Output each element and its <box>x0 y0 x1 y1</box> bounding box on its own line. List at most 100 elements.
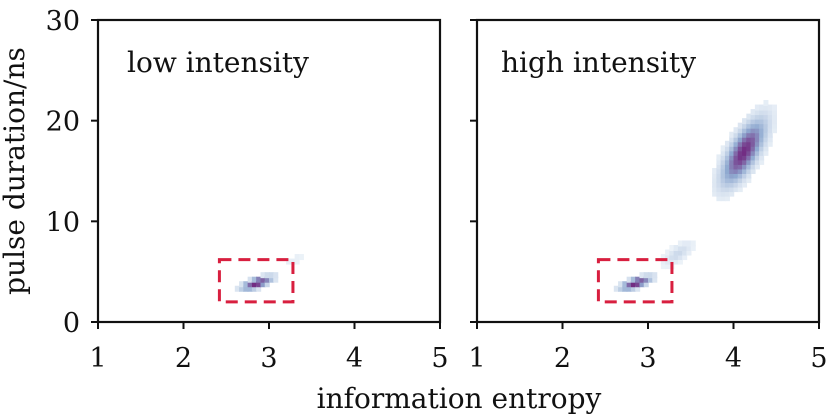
heatmap-cell <box>754 109 760 116</box>
heatmap-cell <box>746 131 752 138</box>
heatmap-cell <box>716 181 722 188</box>
heatmap-cell <box>630 276 636 283</box>
x-tick-labels-right: 1 2 3 4 5 <box>468 343 827 374</box>
heatmap-cell <box>686 244 692 251</box>
heatmap-cell <box>737 145 743 152</box>
x-tick-label: 5 <box>810 343 827 374</box>
heatmap-cell <box>746 136 752 143</box>
heatmap-cell <box>712 181 718 188</box>
heatmap-cell <box>763 118 769 125</box>
heatmap-cell <box>763 136 769 143</box>
heatmap-cell <box>256 285 262 292</box>
heatmap-cell <box>742 131 748 138</box>
heatmap-cell <box>746 154 752 161</box>
heatmap-cell <box>737 186 743 193</box>
heatmap-cell <box>626 276 632 283</box>
y-axis-label: pulse duration/ns <box>0 47 31 295</box>
x-ticks-left <box>97 322 441 329</box>
heatmap-cell <box>729 136 735 143</box>
heatmap-cell <box>750 145 756 152</box>
heatmap-cell <box>754 127 760 134</box>
heatmap-cell <box>733 167 739 174</box>
heatmap-cell <box>759 109 765 116</box>
heatmap-cell <box>712 177 718 184</box>
heatmap-cell <box>724 149 730 156</box>
heatmap-cell <box>639 281 645 288</box>
heatmap-cell <box>669 254 675 261</box>
panel-low-intensity: low intensity <box>96 18 442 324</box>
heatmap-cell <box>294 254 300 261</box>
heatmap-cell <box>733 136 739 143</box>
heatmap-cell <box>742 136 748 143</box>
heatmap-cell <box>712 167 718 174</box>
heatmap-cell <box>733 172 739 179</box>
heatmap-cell <box>763 140 769 147</box>
heatmap-cell <box>767 113 773 120</box>
heatmap-cell <box>720 195 726 202</box>
heatmap-cell <box>626 285 632 292</box>
heatmap-cell <box>750 136 756 143</box>
heatmap-cell <box>729 140 735 147</box>
heatmap-cell <box>742 158 748 165</box>
heatmap-cell <box>724 186 730 193</box>
x-axis-right: 1 2 3 4 5 <box>468 322 828 374</box>
heatmap-cell <box>720 158 726 165</box>
heatmap-cell <box>622 281 628 288</box>
heatmap-cell <box>639 272 645 279</box>
heatmap-cell <box>720 172 726 179</box>
heatmap-cell <box>724 181 730 188</box>
heatmap-cell <box>618 281 624 288</box>
heatmap-cell <box>251 276 257 283</box>
heatmap-cell <box>759 136 765 143</box>
heatmap-cell <box>737 158 743 165</box>
heatmap-cell <box>742 172 748 179</box>
x-tick-label: 1 <box>89 343 106 374</box>
panel-title-high: high intensity <box>501 46 696 79</box>
heatmap-cell <box>251 285 257 292</box>
heatmap-cell <box>746 113 752 120</box>
heatmap-cell <box>759 127 765 134</box>
heatmap-cell <box>763 127 769 134</box>
x-ticks-right <box>476 322 820 329</box>
heatmap-cell <box>729 163 735 170</box>
heatmap-cell <box>618 285 624 292</box>
heatmap-cell <box>750 167 756 174</box>
plot-frame-low <box>96 18 442 324</box>
heatmap-cell <box>759 118 765 125</box>
heatmap-cell <box>712 190 718 197</box>
heatmap-cell <box>737 167 743 174</box>
heatmap-cell <box>643 272 649 279</box>
heatmap-cell <box>652 272 658 279</box>
heatmap-cell <box>733 158 739 165</box>
heatmap-cell <box>750 163 756 170</box>
heatmap-cell <box>754 136 760 143</box>
heatmap-cell <box>673 254 679 261</box>
heatmap-cell <box>767 140 773 147</box>
heatmap-cell <box>763 145 769 152</box>
heatmap-cell <box>613 285 619 292</box>
heatmap-cell <box>737 131 743 138</box>
heatmap-cell <box>643 281 649 288</box>
heatmap-cell <box>750 154 756 161</box>
heatmap-cell <box>771 104 777 111</box>
heatmap-cell <box>759 113 765 120</box>
heatmap-high <box>613 100 777 292</box>
heatmap-cell <box>763 109 769 116</box>
heatmap-cell <box>639 276 645 283</box>
heatmap-cell <box>677 258 683 265</box>
heatmap-cell <box>742 177 748 184</box>
heatmap-cell <box>273 272 279 279</box>
heatmap-cell <box>648 276 653 283</box>
heatmap-cell <box>716 167 722 174</box>
heatmap-cell <box>750 158 756 165</box>
heatmap-cell <box>665 258 671 265</box>
x-tick-label: 5 <box>431 343 448 374</box>
heatmap-cell <box>746 140 752 147</box>
heatmap-cell <box>264 276 270 283</box>
heatmap-cell <box>720 154 726 161</box>
heatmap-cell <box>652 276 658 283</box>
heatmap-cell <box>630 285 636 292</box>
heatmap-cell <box>724 163 730 170</box>
heatmap-cell <box>648 272 653 279</box>
heatmap-cell <box>712 172 718 179</box>
